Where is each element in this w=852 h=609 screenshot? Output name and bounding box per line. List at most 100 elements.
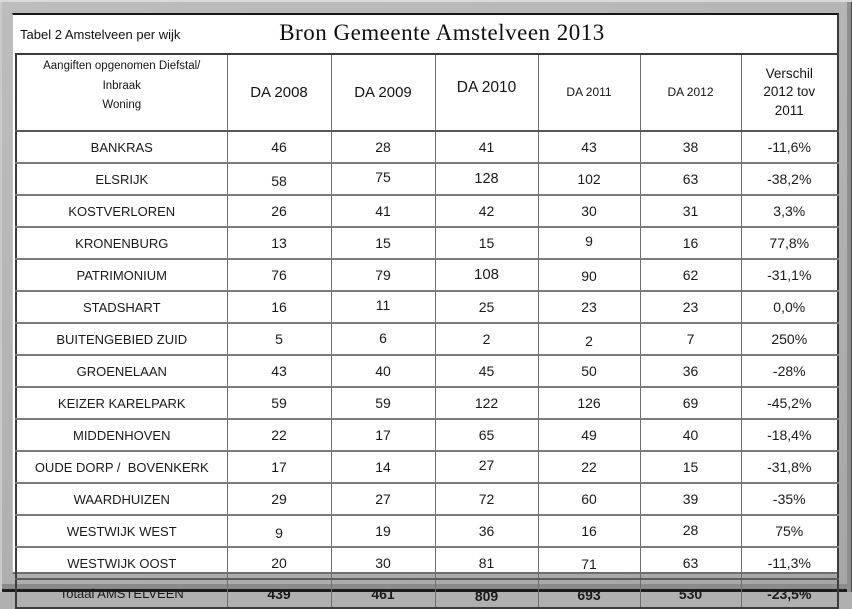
document-panel: Tabel 2 Amstelveen per wijk Bron Gemeent… [12, 13, 839, 609]
value-cell: 40 [639, 418, 742, 452]
value-cell: 30 [330, 546, 436, 580]
value-cell: 79 [330, 258, 436, 292]
value-cell: 59 [226, 386, 332, 420]
value-cell: 28 [639, 514, 742, 548]
row-label: OUDE DORP / BOVENKERK [15, 450, 228, 484]
value-cell: 108 [434, 258, 539, 292]
crime-statistics-table: Aangiften opgenomen Diefstal/ Inbraak Wo… [15, 53, 839, 609]
value-cell: 23 [639, 290, 742, 324]
value-cell: 46 [226, 130, 332, 164]
total-value-cell: 693 [537, 578, 641, 609]
value-cell: 11 [330, 290, 436, 324]
value-cell: 9 [226, 514, 332, 548]
value-cell: 71 [537, 546, 641, 580]
verschil-cell: -18,4% [740, 418, 839, 452]
table-row: WESTWIJK WEST 9 19 36 16 28 75% [15, 514, 839, 548]
column-header-aangiften: Aangiften opgenomen Diefstal/ Inbraak Wo… [15, 53, 228, 132]
table-row: KOSTVERLOREN 26 41 42 30 31 3,3% [15, 194, 839, 228]
value-cell: 26 [226, 194, 332, 228]
total-label: Totaal AMSTELVEEN [15, 578, 228, 609]
value-cell: 126 [537, 386, 641, 420]
value-cell: 49 [537, 418, 641, 452]
table-row: KRONENBURG 13 15 15 9 16 77,8% [15, 226, 839, 260]
value-cell: 5 [226, 322, 332, 356]
table-row: STADSHART 16 11 25 23 23 0,0% [15, 290, 839, 324]
value-cell: 9 [537, 226, 641, 260]
value-cell: 40 [330, 354, 436, 388]
title-bar: Tabel 2 Amstelveen per wijk Bron Gemeent… [13, 15, 837, 53]
value-cell: 43 [226, 354, 332, 388]
table-row: ELSRIJK 58 75 128 102 63 -38,2% [15, 162, 839, 196]
value-cell: 75 [330, 162, 436, 196]
value-cell: 60 [537, 482, 641, 516]
value-cell: 29 [226, 482, 332, 516]
verschil-cell: -45,2% [740, 386, 839, 420]
value-cell: 15 [330, 226, 436, 260]
verschil-cell: -11,6% [740, 130, 839, 164]
verschil-cell: -28% [740, 354, 839, 388]
value-cell: 2 [434, 322, 539, 356]
table-row: BANKRAS 46 28 41 43 38 -11,6% [15, 130, 839, 164]
table-row: GROENELAAN 43 40 45 50 36 -28% [15, 354, 839, 388]
row-label: PATRIMONIUM [15, 258, 228, 292]
value-cell: 102 [537, 162, 641, 196]
table-row: WAARDHUIZEN 29 27 72 60 39 -35% [15, 482, 839, 516]
value-cell: 50 [537, 354, 641, 388]
value-cell: 7 [639, 322, 742, 356]
value-cell: 30 [537, 194, 641, 228]
row-label: KOSTVERLOREN [15, 194, 228, 228]
value-cell: 43 [537, 130, 641, 164]
value-cell: 16 [537, 514, 641, 548]
table-row: BUITENGEBIED ZUID 5 6 2 2 7 250% [15, 322, 839, 356]
value-cell: 16 [639, 226, 742, 260]
value-cell: 2 [537, 322, 641, 356]
verschil-cell: -11,3% [740, 546, 839, 580]
total-verschil-cell: -23,5% [740, 578, 839, 609]
column-header-da2011: DA 2011 [537, 53, 641, 132]
value-cell: 22 [537, 450, 641, 484]
verschil-cell: 75% [740, 514, 839, 548]
value-cell: 28 [330, 130, 436, 164]
row-label: GROENELAAN [15, 354, 228, 388]
row-label: BANKRAS [15, 130, 228, 164]
value-cell: 69 [639, 386, 742, 420]
value-cell: 20 [226, 546, 332, 580]
row-label: WAARDHUIZEN [15, 482, 228, 516]
page-title: Bron Gemeente Amstelveen 2013 [279, 20, 605, 45]
value-cell: 16 [226, 290, 332, 324]
column-header-da2009: DA 2009 [330, 53, 436, 132]
value-cell: 22 [226, 418, 332, 452]
row-label: MIDDENHOVEN [15, 418, 228, 452]
row-label: WESTWIJK OOST [15, 546, 228, 580]
value-cell: 13 [226, 226, 332, 260]
value-cell: 65 [434, 418, 539, 452]
row-label: KEIZER KARELPARK [15, 386, 228, 420]
table-row: WESTWIJK OOST 20 30 81 71 63 -11,3% [15, 546, 839, 580]
total-value-cell: 461 [330, 578, 436, 609]
column-header-da2008: DA 2008 [226, 53, 332, 132]
header-row: Aangiften opgenomen Diefstal/ Inbraak Wo… [15, 53, 839, 132]
verschil-cell: -38,2% [740, 162, 839, 196]
value-cell: 15 [434, 226, 539, 260]
value-cell: 76 [226, 258, 332, 292]
verschil-cell: 3,3% [740, 194, 839, 228]
value-cell: 122 [434, 386, 539, 420]
value-cell: 72 [434, 482, 539, 516]
row-label: WESTWIJK WEST [15, 514, 228, 548]
value-cell: 23 [537, 290, 641, 324]
value-cell: 59 [330, 386, 436, 420]
verschil-cell: 0,0% [740, 290, 839, 324]
value-cell: 42 [434, 194, 539, 228]
value-cell: 81 [434, 546, 539, 580]
row-label: STADSHART [15, 290, 228, 324]
value-cell: 58 [226, 162, 332, 196]
value-cell: 31 [639, 194, 742, 228]
value-cell: 27 [434, 450, 539, 484]
row-label: KRONENBURG [15, 226, 228, 260]
value-cell: 15 [639, 450, 742, 484]
value-cell: 14 [330, 450, 436, 484]
value-cell: 63 [639, 546, 742, 580]
total-row: Totaal AMSTELVEEN 439 461 809 693 530 -2… [15, 578, 839, 609]
row-label: ELSRIJK [15, 162, 228, 196]
